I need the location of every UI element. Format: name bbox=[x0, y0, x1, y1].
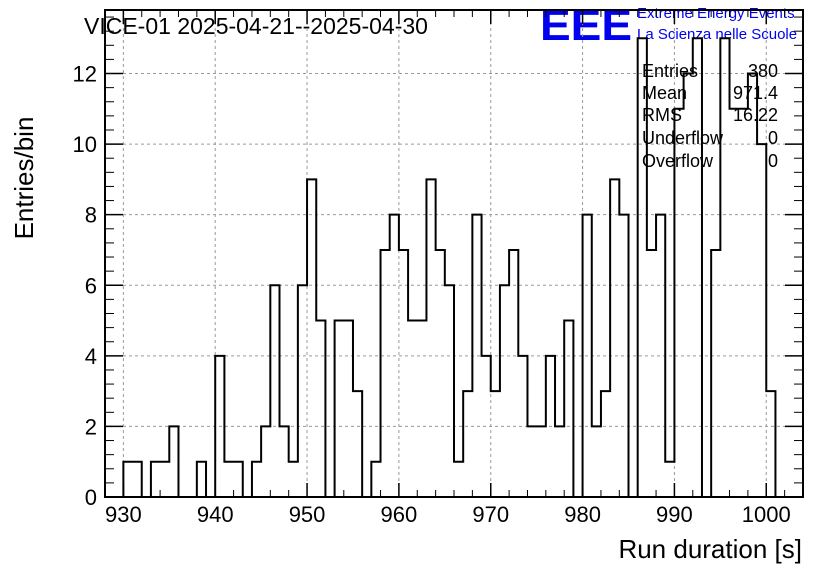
histogram-outline bbox=[122, 37, 777, 498]
histogram-bin bbox=[454, 462, 463, 497]
y-tick-labels: 0 2 4 6 8 10 12 bbox=[73, 62, 97, 510]
x-tick-label: 970 bbox=[472, 502, 509, 527]
histogram-bin bbox=[546, 356, 555, 497]
stats-mean-value: 971.4 bbox=[733, 83, 778, 103]
histogram-bin bbox=[371, 462, 380, 497]
logo-line-1: Extreme Energy Events bbox=[637, 5, 795, 22]
histogram-bin bbox=[390, 215, 399, 497]
histogram-bin bbox=[463, 391, 472, 497]
histogram-bin bbox=[316, 321, 325, 497]
histogram-bin bbox=[757, 144, 766, 497]
histogram-bin bbox=[417, 321, 426, 497]
histogram-bin bbox=[748, 74, 757, 497]
histogram-bin bbox=[169, 426, 178, 497]
histogram-bin bbox=[252, 462, 261, 497]
stats-overflow-label: Overflow bbox=[642, 151, 714, 171]
histogram-bin bbox=[564, 321, 573, 497]
histogram-bin bbox=[472, 215, 481, 497]
logo-line-2: La Scienza nelle Scuole bbox=[637, 26, 797, 43]
histogram-bin bbox=[601, 391, 610, 497]
stats-entries-label: Entries bbox=[642, 61, 698, 81]
histogram-bin bbox=[592, 426, 601, 497]
histogram-bin bbox=[436, 250, 445, 497]
stats-rms-label: RMS bbox=[642, 105, 682, 125]
stats-underflow-value: 0 bbox=[768, 128, 778, 148]
histogram-bin bbox=[123, 462, 132, 497]
histogram-bin bbox=[665, 462, 674, 497]
y-tick-label: 10 bbox=[73, 132, 97, 157]
x-tick-label: 930 bbox=[105, 502, 142, 527]
stats-mean-label: Mean bbox=[642, 83, 687, 103]
stats-entries-value: 380 bbox=[748, 61, 778, 81]
histogram-bin bbox=[482, 356, 491, 497]
histogram-bin bbox=[647, 250, 656, 497]
x-tick-label: 1000 bbox=[742, 502, 791, 527]
histogram-bin bbox=[344, 321, 353, 497]
histogram-bin bbox=[445, 285, 454, 497]
histogram-bin bbox=[720, 38, 729, 497]
histogram-bin bbox=[491, 391, 500, 497]
histogram-bars bbox=[122, 37, 777, 498]
histogram-bin bbox=[408, 321, 417, 497]
histogram-bin bbox=[739, 109, 748, 497]
stats-underflow-label: Underflow bbox=[642, 128, 724, 148]
x-axis-label: Run duration [s] bbox=[618, 534, 802, 564]
histogram-bin bbox=[730, 109, 739, 497]
histogram-bin bbox=[583, 215, 592, 497]
histogram-bin bbox=[381, 250, 390, 497]
histogram-bin bbox=[280, 426, 289, 497]
x-tick-label: 940 bbox=[197, 502, 234, 527]
histogram-bin bbox=[555, 426, 564, 497]
histogram-bin bbox=[610, 179, 619, 497]
chart-title: VICE-01 2025-04-21--2025-04-30 bbox=[84, 13, 428, 39]
axes bbox=[104, 9, 804, 498]
histogram-bin bbox=[693, 38, 702, 497]
histogram-bin bbox=[261, 426, 270, 497]
histogram-bin bbox=[711, 250, 720, 497]
histogram-bin bbox=[766, 391, 775, 497]
histogram-bin bbox=[619, 215, 628, 497]
y-axis-label: Entries/bin bbox=[9, 117, 39, 240]
y-tick-label: 2 bbox=[85, 414, 97, 439]
histogram-bin bbox=[197, 462, 206, 497]
histogram-bin bbox=[215, 356, 224, 497]
x-tick-label: 990 bbox=[656, 502, 693, 527]
histogram-bin bbox=[518, 356, 527, 497]
stats-overflow-value: 0 bbox=[768, 151, 778, 171]
histogram-bin bbox=[298, 285, 307, 497]
eee-logo: EEE Extreme Energy Events La Scienza nel… bbox=[540, 1, 797, 50]
histogram-bin bbox=[151, 462, 160, 497]
histogram-bin bbox=[224, 462, 233, 497]
histogram-bin bbox=[133, 462, 142, 497]
histogram-bin bbox=[270, 285, 279, 497]
histogram-bin bbox=[335, 321, 344, 497]
histogram-bin bbox=[307, 179, 316, 497]
y-tick-label: 0 bbox=[85, 485, 97, 510]
x-tick-label: 950 bbox=[289, 502, 326, 527]
x-tick-label: 980 bbox=[564, 502, 601, 527]
histogram-bin bbox=[289, 462, 298, 497]
histogram-bin bbox=[353, 391, 362, 497]
histogram-bin bbox=[509, 250, 518, 497]
histogram-bin bbox=[656, 215, 665, 497]
histogram-bin bbox=[160, 462, 169, 497]
histogram-bin bbox=[234, 462, 243, 497]
y-tick-label: 12 bbox=[73, 62, 97, 87]
histogram-bin bbox=[527, 426, 536, 497]
histogram-bin bbox=[537, 426, 546, 497]
y-tick-label: 4 bbox=[85, 344, 97, 369]
histogram-bin bbox=[500, 285, 509, 497]
x-tick-labels: 930 940 950 960 970 980 990 1000 bbox=[105, 502, 791, 527]
histogram-bin bbox=[426, 179, 435, 497]
logo-mark: EEE bbox=[540, 1, 632, 50]
x-tick-label: 960 bbox=[381, 502, 418, 527]
stats-rms-value: 16.22 bbox=[733, 105, 778, 125]
y-tick-label: 8 bbox=[85, 203, 97, 228]
y-tick-label: 6 bbox=[85, 273, 97, 298]
stats-box: Entries 380 Mean 971.4 RMS 16.22 Underfl… bbox=[642, 61, 778, 171]
histogram-bin bbox=[399, 250, 408, 497]
